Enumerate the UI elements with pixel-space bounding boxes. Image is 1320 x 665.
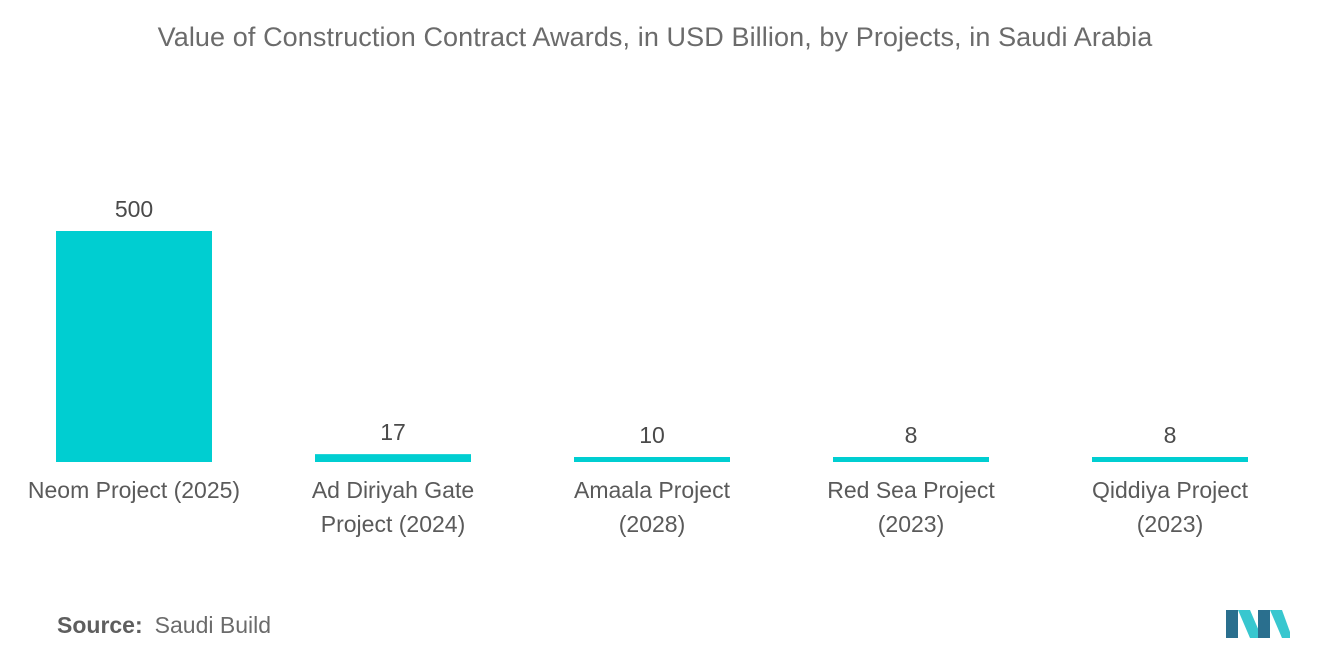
category-label-line: Red Sea Project xyxy=(827,477,995,503)
data-label-2: 10 xyxy=(639,422,665,448)
category-label-line: Ad Diriyah Gate xyxy=(312,477,474,503)
category-label-line: (2028) xyxy=(619,511,685,537)
source-label: Source: xyxy=(57,612,143,638)
data-label-4: 8 xyxy=(1164,422,1177,448)
bar-3 xyxy=(833,457,989,462)
category-label-line: Amaala Project xyxy=(574,477,731,503)
chart-title: Value of Construction Contract Awards, i… xyxy=(157,22,1153,52)
bar-1 xyxy=(315,454,471,462)
source-note: Source: Saudi Build xyxy=(57,612,271,639)
category-label-1: Ad Diriyah Gate Project (2024) xyxy=(312,477,474,537)
bar-0 xyxy=(56,231,212,462)
data-label-1: 17 xyxy=(380,419,406,445)
data-label-3: 8 xyxy=(905,422,918,448)
category-label-line: Project (2024) xyxy=(321,511,465,537)
category-label-line: (2023) xyxy=(878,511,944,537)
category-label-2: Amaala Project (2028) xyxy=(574,477,731,537)
category-label-line: (2023) xyxy=(1137,511,1203,537)
category-label-line: Neom Project (2025) xyxy=(28,477,240,503)
bar-2 xyxy=(574,457,730,462)
bar-4 xyxy=(1092,457,1248,462)
source-value: Saudi Build xyxy=(154,612,271,638)
category-label-0: Neom Project (2025) xyxy=(28,477,240,503)
bar-chart: 500 Neom Project (2025) 17 Ad Diriyah Gate P… xyxy=(28,196,1249,537)
category-label-4: Qiddiya Project (2023) xyxy=(1092,477,1249,537)
category-label-3: Red Sea Project (2023) xyxy=(827,477,995,537)
category-label-line: Qiddiya Project xyxy=(1092,477,1249,503)
mordor-intelligence-logo-icon xyxy=(1226,610,1290,638)
data-label-0: 500 xyxy=(115,196,153,222)
